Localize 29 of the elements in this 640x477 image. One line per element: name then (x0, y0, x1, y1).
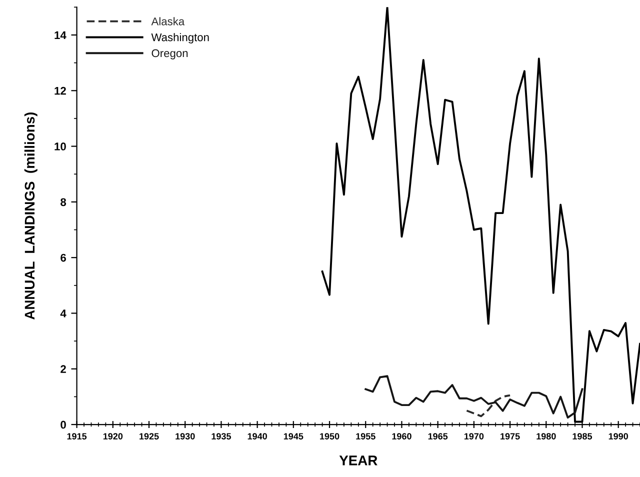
text: Oregon (152, 49, 188, 60)
y-tick-label: 6 (60, 254, 66, 262)
x-tick-label: 1975 (500, 433, 520, 440)
x-tick-label: 1985 (572, 433, 592, 440)
x-tick-label: 1955 (356, 433, 376, 440)
y-tick-label: 2 (60, 365, 66, 373)
x-tick-label: 1970 (464, 433, 484, 440)
text: Washington (151, 33, 209, 44)
x-tick-label: 1950 (320, 433, 340, 440)
x-tick-label: 1935 (212, 433, 231, 440)
y-tick-label: 12 (54, 86, 66, 95)
y-axis-title: ANNUAL LANDINGS (millions) (24, 112, 38, 320)
x-tick-label: 1915 (67, 433, 87, 440)
x-tick-label: 1940 (248, 433, 267, 440)
x-tick-label: 1990 (608, 433, 628, 440)
x-tick-label: 1920 (103, 433, 123, 440)
x-tick-label: 1965 (428, 433, 448, 440)
y-tick-label: 10 (54, 142, 66, 150)
text: Alaska (151, 17, 185, 26)
x-tick-label: 1980 (536, 433, 556, 440)
x-tick-label: 1960 (392, 433, 412, 440)
x-axis-title: YEAR (339, 456, 378, 466)
x-tick-label: 1925 (140, 433, 159, 440)
y-tick-label: 0 (60, 420, 66, 429)
y-tick-label: 8 (60, 198, 66, 206)
y-tick-label: 4 (60, 310, 66, 318)
x-tick-label: 1945 (284, 433, 304, 440)
y-tick-label: 14 (54, 31, 66, 40)
x-tick-label: 1930 (176, 433, 195, 440)
